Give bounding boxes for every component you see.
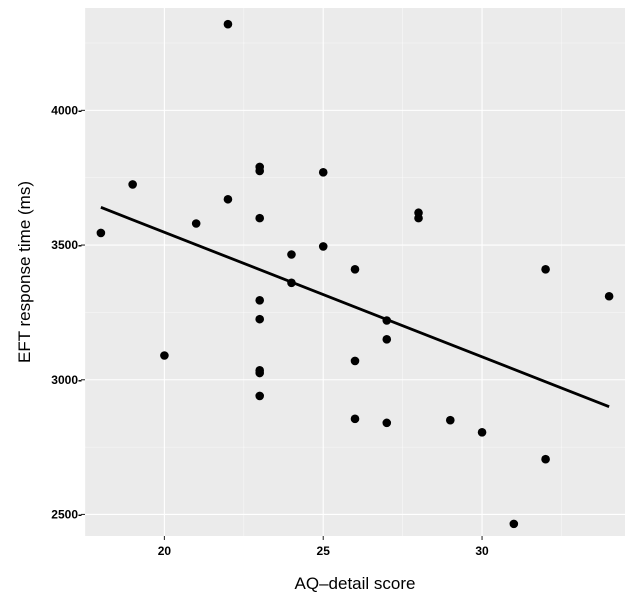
grid-lines (84, 8, 625, 536)
data-point (255, 295, 265, 305)
data-point (382, 418, 392, 428)
data-point (477, 427, 487, 437)
data-point (160, 351, 169, 360)
y-tick-label: 4000- (51, 103, 82, 117)
y-tick-label: 2500- (51, 507, 82, 521)
data-point (223, 194, 233, 204)
x-axis-title: AQ–detail score (295, 574, 416, 593)
axes: 20 25 30 2500- 3000- 3500- 4000- (51, 103, 489, 558)
data-point (255, 213, 265, 223)
data-point (96, 228, 106, 238)
data-point (287, 250, 296, 259)
data-layer (96, 19, 614, 529)
y-tick-label: 3000- (51, 373, 82, 387)
data-point (445, 415, 455, 425)
data-point (382, 316, 392, 325)
data-point (255, 391, 265, 401)
regression-line (100, 206, 610, 408)
data-point (255, 314, 265, 324)
data-point (350, 414, 360, 424)
x-tick-label: 20 (158, 544, 172, 558)
data-point (255, 368, 265, 378)
data-point (287, 278, 296, 288)
data-point (191, 219, 201, 228)
data-point (509, 519, 519, 529)
data-point (318, 168, 328, 177)
y-axis-title: EFT response time (ms) (15, 181, 34, 363)
x-tick-label: 25 (317, 544, 331, 558)
y-tick-label: 3500- (51, 238, 82, 252)
data-point (128, 180, 137, 189)
data-point (255, 166, 265, 176)
data-point (382, 335, 392, 344)
data-point (541, 454, 550, 464)
data-point (350, 265, 360, 274)
data-point (350, 356, 360, 366)
data-point (318, 242, 328, 251)
data-point (604, 291, 614, 301)
data-point (414, 213, 423, 223)
x-tick-label: 30 (475, 544, 489, 558)
data-point (541, 265, 550, 274)
data-point (223, 19, 233, 29)
